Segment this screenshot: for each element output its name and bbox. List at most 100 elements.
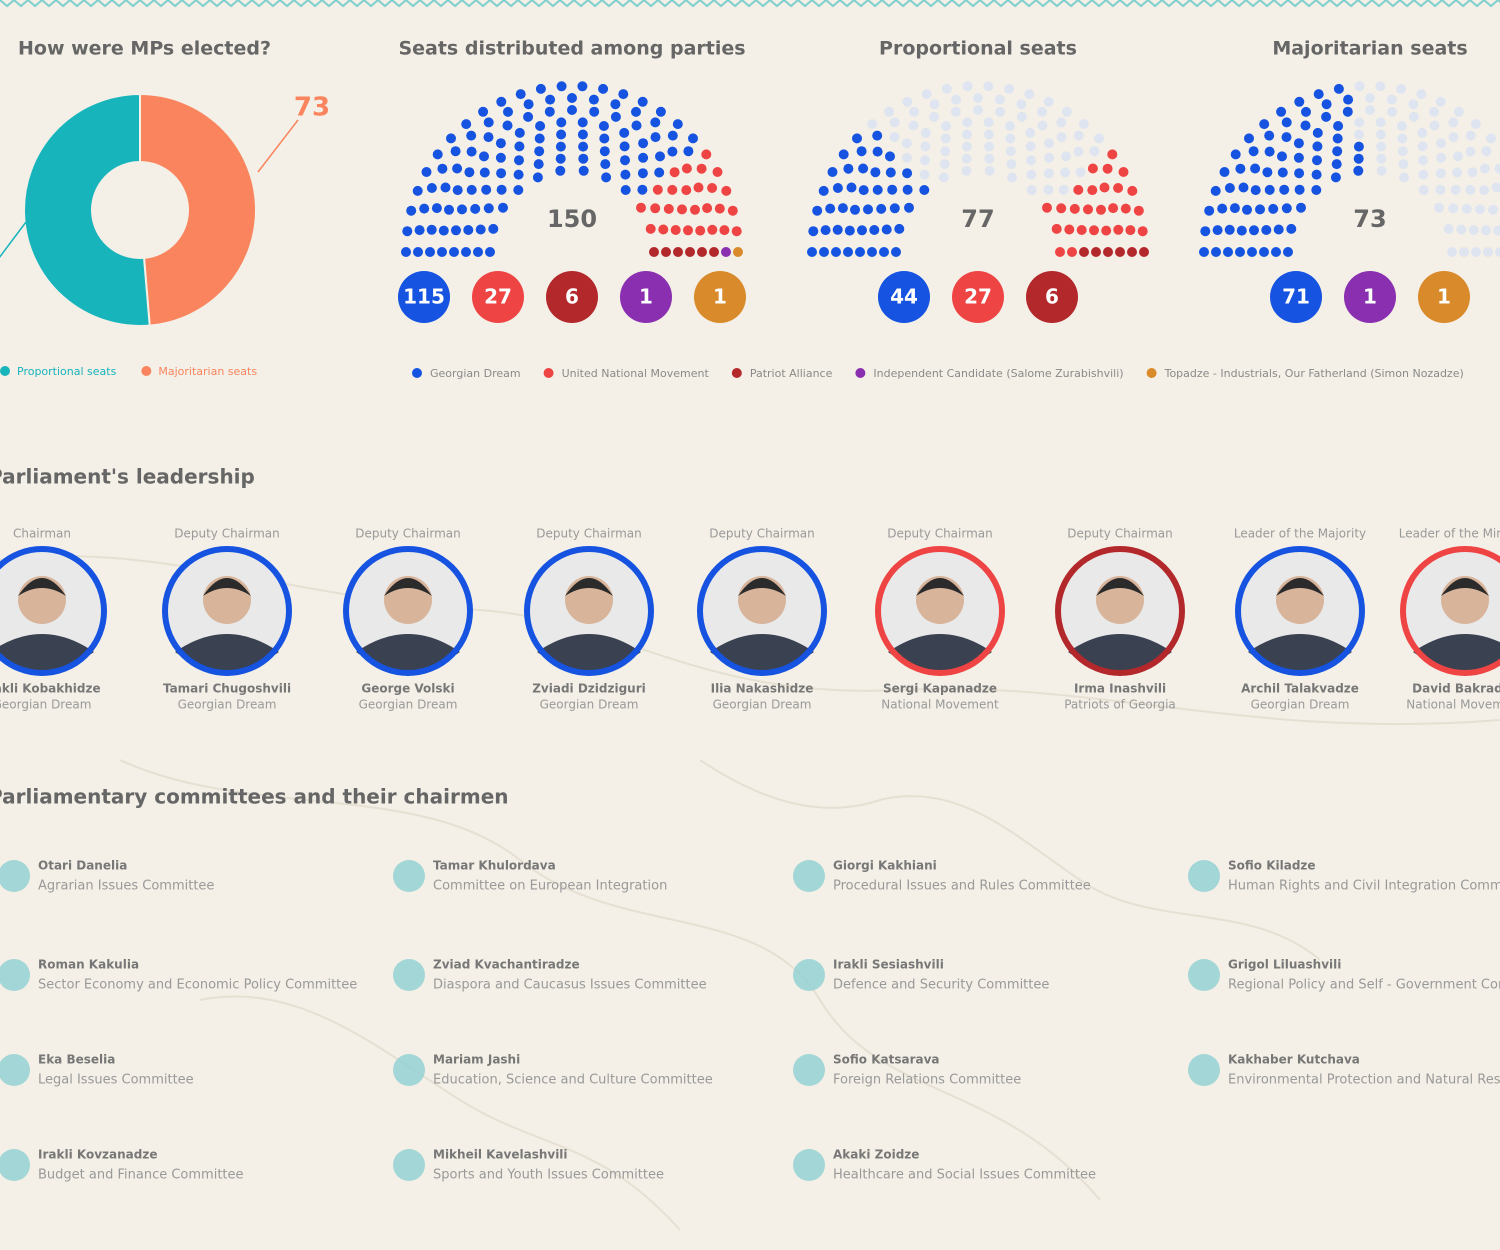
seat-bubble-label: 27 — [964, 285, 992, 309]
seat — [523, 99, 534, 110]
seat — [889, 117, 900, 128]
seat — [426, 183, 437, 193]
member-party: Georgian Dream — [0, 698, 91, 712]
seat — [588, 94, 599, 105]
seat — [1296, 202, 1306, 213]
seat — [1056, 203, 1067, 214]
seat — [695, 225, 706, 236]
seat — [495, 152, 506, 163]
seat — [1456, 224, 1467, 235]
seat — [983, 81, 994, 92]
seat — [961, 141, 972, 152]
seat — [567, 93, 577, 103]
seat — [1026, 169, 1037, 180]
seat — [655, 106, 666, 117]
seat — [961, 153, 972, 164]
committee-name: Foreign Relations Committee — [833, 1073, 1021, 1088]
committee-name: Sector Economy and Economic Policy Commi… — [38, 978, 357, 993]
seat-bubble — [952, 271, 1004, 323]
legend-marker — [412, 368, 422, 378]
seat — [1067, 247, 1077, 257]
member-role: Deputy Chairman — [174, 527, 280, 541]
seat — [431, 203, 442, 214]
seat — [843, 163, 854, 174]
seat — [638, 152, 649, 163]
seat — [838, 149, 849, 160]
seat — [731, 226, 742, 237]
legend-label: Majoritarian seats — [158, 365, 257, 378]
seat — [962, 129, 973, 140]
seat — [1236, 225, 1247, 236]
section-title: Parliamentary committees and their chair… — [0, 785, 509, 809]
seat-group — [733, 247, 743, 257]
committee-chair: Irakli Kovzanadze — [38, 1148, 157, 1162]
seat — [889, 203, 900, 214]
seat — [496, 96, 507, 107]
member-role: Deputy Chairman — [355, 527, 461, 541]
seat — [514, 155, 524, 166]
seat — [1294, 168, 1305, 179]
seat — [654, 167, 665, 178]
seat — [1332, 133, 1343, 144]
seat — [719, 225, 730, 236]
photo-hair — [384, 578, 432, 596]
seat — [983, 129, 994, 140]
seat — [444, 204, 454, 215]
seat — [619, 127, 630, 138]
seat — [1495, 247, 1500, 257]
seat-bubble-label: 115 — [403, 285, 445, 309]
seat — [1069, 203, 1080, 214]
seat — [683, 146, 694, 157]
seat — [818, 185, 829, 196]
committee-icon — [1188, 860, 1220, 892]
seat — [1264, 146, 1275, 157]
seat — [1118, 167, 1129, 177]
seat — [1277, 167, 1288, 178]
seat — [681, 185, 692, 196]
seat — [941, 121, 952, 131]
seat — [1089, 146, 1100, 157]
seat — [973, 93, 983, 103]
seat — [1467, 167, 1478, 178]
seat-bubble-label: 1 — [713, 285, 727, 309]
photo-ring — [697, 546, 827, 676]
seat — [1042, 202, 1052, 213]
seat-bubble — [878, 271, 930, 323]
seat — [733, 247, 743, 257]
pie-slice — [139, 92, 257, 327]
seat — [461, 119, 472, 130]
committee-chair: Giorgi Kakhiani — [833, 859, 937, 873]
seat — [466, 184, 477, 195]
seat — [1224, 224, 1235, 235]
seat — [825, 203, 836, 214]
seat — [1387, 106, 1398, 117]
seat — [555, 141, 566, 152]
seat — [544, 106, 555, 117]
seat — [1005, 146, 1016, 157]
seat — [1051, 223, 1062, 234]
photo-body — [175, 634, 279, 671]
seat — [1273, 224, 1284, 235]
seat — [636, 202, 646, 213]
committee-chair: Tamar Khulordava — [433, 859, 556, 873]
seat — [1294, 184, 1305, 195]
seat — [479, 167, 490, 178]
seat — [1376, 141, 1387, 152]
seat — [807, 247, 817, 257]
seat — [856, 146, 867, 157]
member-role: Leader of the Majority — [1234, 527, 1366, 541]
seat — [1224, 183, 1235, 193]
seat — [1247, 247, 1257, 257]
committee-icon — [0, 1054, 30, 1086]
seat — [1255, 204, 1265, 215]
member-party: Georgian Dream — [540, 698, 639, 712]
member-name: Tamari Chugoshvili — [163, 682, 291, 696]
seat — [1094, 133, 1104, 144]
seat — [412, 185, 423, 196]
seat — [1396, 83, 1407, 94]
seat — [556, 117, 567, 128]
committee-icon — [0, 1149, 30, 1181]
chart-title: How were MPs elected? — [18, 38, 271, 60]
committee-name: Committee on European Integration — [433, 879, 667, 894]
seat — [1448, 132, 1459, 143]
